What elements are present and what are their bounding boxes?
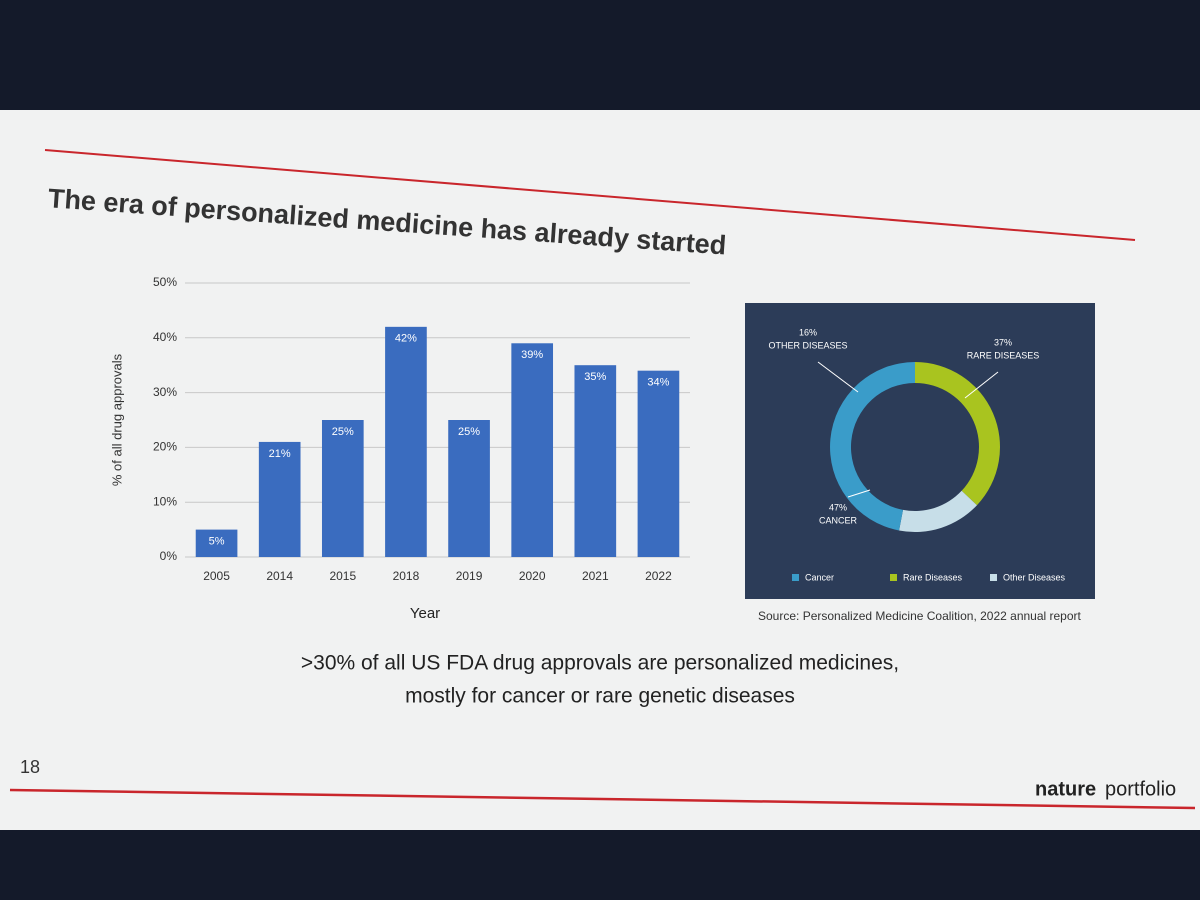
legend-swatch xyxy=(990,574,997,581)
caption-line: >30% of all US FDA drug approvals are pe… xyxy=(301,652,899,675)
x-tick-label: 2021 xyxy=(582,569,609,583)
value-label: 34% xyxy=(647,377,669,389)
legend-swatch xyxy=(792,574,799,581)
legend-label: Rare Diseases xyxy=(903,572,963,582)
value-label: 42% xyxy=(395,333,417,345)
leader-line xyxy=(847,489,871,498)
y-tick-label: 40% xyxy=(153,330,177,344)
slice-value: 47% xyxy=(829,502,847,512)
bar xyxy=(385,326,427,557)
y-tick-label: 50% xyxy=(153,275,177,289)
x-tick-label: 2005 xyxy=(203,569,230,583)
y-tick-label: 20% xyxy=(153,440,177,454)
pie-panel xyxy=(745,303,1095,599)
donut-slice xyxy=(899,490,977,532)
source-note: Source: Personalized Medicine Coalition,… xyxy=(758,609,1082,623)
leader-line xyxy=(964,371,999,399)
slice-label: CANCER xyxy=(819,515,858,525)
slice-label: OTHER DISEASES xyxy=(768,340,847,350)
page-number: 18 xyxy=(20,757,40,777)
bar xyxy=(574,365,617,557)
bar xyxy=(511,343,554,557)
bar xyxy=(448,420,490,557)
slice-value: 16% xyxy=(799,327,817,337)
bar xyxy=(258,441,301,557)
slice-value: 37% xyxy=(994,337,1012,347)
leader-line xyxy=(817,361,859,393)
x-tick-label: 2015 xyxy=(329,569,356,583)
logo-light: portfolio xyxy=(1105,778,1176,800)
y-tick-label: 30% xyxy=(153,385,177,399)
x-tick-label: 2020 xyxy=(519,569,546,583)
slice-label: RARE DISEASES xyxy=(967,350,1040,360)
donut-slice xyxy=(830,362,915,531)
value-label: 5% xyxy=(209,536,225,548)
y-tick-label: 10% xyxy=(153,494,177,508)
x-tick-label: 2022 xyxy=(645,569,672,583)
x-axis-title: Year xyxy=(410,605,440,622)
value-label: 21% xyxy=(269,448,291,460)
bar xyxy=(637,370,680,557)
legend-label: Cancer xyxy=(805,572,834,582)
title-rule xyxy=(44,149,1136,241)
value-label: 35% xyxy=(584,371,606,383)
x-tick-label: 2014 xyxy=(266,569,293,583)
bar xyxy=(195,529,238,557)
donut-slice xyxy=(915,362,1001,506)
value-label: 25% xyxy=(458,426,480,438)
y-axis-title: % of all drug approvals xyxy=(109,353,124,486)
footer-rule xyxy=(9,788,1196,810)
legend-swatch xyxy=(890,574,897,581)
value-label: 39% xyxy=(521,349,543,361)
x-tick-label: 2018 xyxy=(393,569,420,583)
y-tick-label: 0% xyxy=(160,549,178,563)
bar xyxy=(321,420,364,557)
value-label: 25% xyxy=(332,426,354,438)
logo-bold: nature xyxy=(1035,778,1096,800)
caption-line: mostly for cancer or rare genetic diseas… xyxy=(405,685,795,708)
legend-label: Other Diseases xyxy=(1003,572,1066,582)
x-tick-label: 2019 xyxy=(456,569,483,583)
